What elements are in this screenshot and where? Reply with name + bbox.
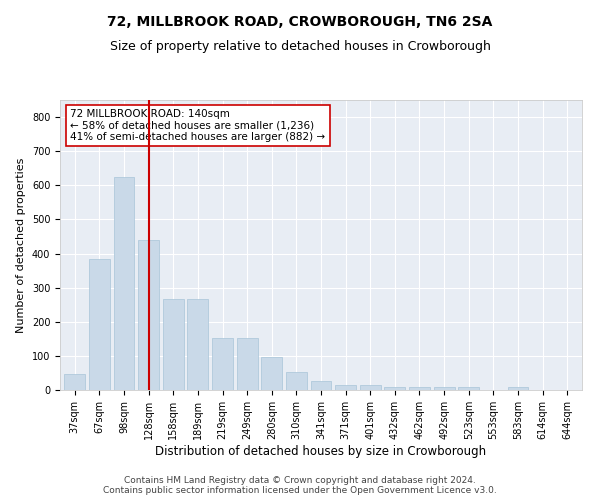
Text: 72 MILLBROOK ROAD: 140sqm
← 58% of detached houses are smaller (1,236)
41% of se: 72 MILLBROOK ROAD: 140sqm ← 58% of detac… [70,108,326,142]
Text: Contains HM Land Registry data © Crown copyright and database right 2024.
Contai: Contains HM Land Registry data © Crown c… [103,476,497,495]
Text: Size of property relative to detached houses in Crowborough: Size of property relative to detached ho… [110,40,490,53]
Bar [458,386,479,390]
Bar [261,357,282,390]
Y-axis label: Number of detached properties: Number of detached properties [16,158,26,332]
Bar [187,298,208,390]
Bar [163,298,184,390]
Text: 72, MILLBROOK ROAD, CROWBOROUGH, TN6 2SA: 72, MILLBROOK ROAD, CROWBOROUGH, TN6 2SA [107,15,493,29]
Bar [434,386,455,390]
Bar [286,372,307,390]
Bar [89,258,110,390]
Bar [360,385,381,390]
Bar [409,386,430,390]
Bar [212,338,233,390]
Bar [64,374,85,390]
Bar [236,338,257,390]
Bar [113,177,134,390]
Bar [508,386,529,390]
Bar [311,381,331,390]
X-axis label: Distribution of detached houses by size in Crowborough: Distribution of detached houses by size … [155,444,487,458]
Bar [138,240,159,390]
Bar [335,385,356,390]
Bar [385,386,406,390]
